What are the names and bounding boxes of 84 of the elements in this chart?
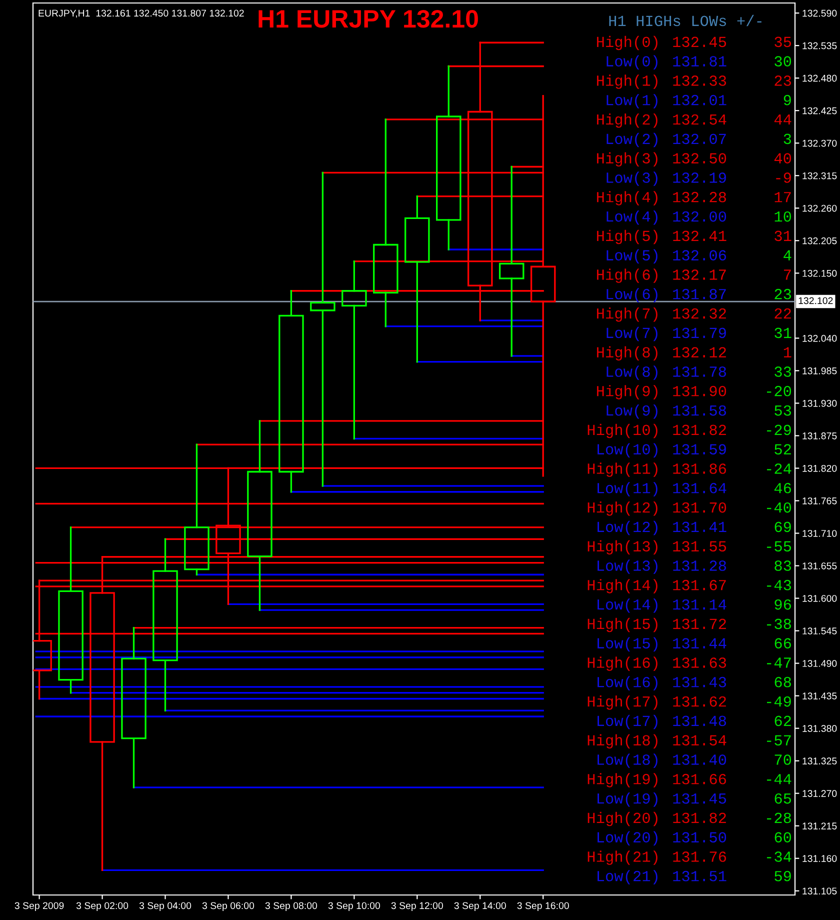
annotation: H1 HIGHs LOWs +/- — [609, 14, 762, 26]
x-tick-label: 3 Sep 12:00 — [391, 902, 443, 912]
y-tick-label: 132.150 — [802, 270, 837, 277]
text: High(21) 131.76 -34 — [588, 850, 792, 865]
text: High(20) 131.82 -28 — [588, 812, 791, 826]
y-tick-label: 131.435 — [802, 692, 837, 700]
x-tick-label: 3 Sep 06:00 — [202, 902, 254, 912]
y-tick-label: 131.380 — [802, 725, 837, 732]
text: High(9) 131.90 -20 — [597, 385, 792, 400]
text: High(8) 132.12 1 — [597, 346, 792, 361]
y-tick-label: 132.205 — [802, 237, 837, 244]
y-tick-label: 131.820 — [802, 464, 837, 472]
y-tick-label: 131.270 — [802, 790, 837, 797]
text: Low(2) 132.07 3 — [606, 132, 792, 148]
y-tick-label: 132.535 — [802, 42, 837, 50]
y-tick-label: 131.105 — [802, 888, 837, 894]
y-tick-label: 132.260 — [802, 204, 837, 212]
text: High(6) 132.17 7 — [597, 268, 791, 283]
y-tick-label: 131.490 — [802, 660, 837, 667]
y-tick-label: 131.765 — [802, 497, 837, 504]
y-tick-label: 132.370 — [802, 140, 837, 147]
y-tick-label: 131.215 — [802, 822, 837, 830]
y-tick-label: 131.325 — [802, 758, 837, 764]
text: High(16) 131.63 -47 — [588, 656, 791, 671]
text: High(4) 132.28 17 — [597, 191, 791, 206]
x-tick-label: 3 Sep 16:00 — [517, 902, 569, 912]
text: Low(5) 132.06 4 — [606, 249, 792, 264]
text: High(0) 132.45 35 — [597, 36, 792, 50]
text: Low(13) 131.28 83 — [598, 560, 792, 574]
y-tick-label: 131.985 — [802, 367, 837, 374]
ref-line-label: 132.102 — [798, 297, 833, 304]
text: High(15) 131.72 -38 — [588, 618, 791, 632]
text: Low(11) 131.64 46 — [598, 482, 792, 496]
y-tick-label: 131.875 — [802, 432, 837, 440]
text: High(3) 132.50 40 — [597, 152, 792, 167]
text: Low(19) 131.45 65 — [598, 792, 792, 807]
text: Low(10) 131.59 52 — [598, 443, 791, 458]
text: High(1) 132.33 23 — [597, 74, 792, 89]
text: High(13) 131.55 -55 — [588, 540, 792, 555]
text: Low(0) 131.81 30 — [606, 55, 792, 70]
y-tick-label: 132.425 — [802, 107, 837, 114]
text: Low(16) 131.43 68 — [598, 676, 791, 690]
y-tick-label: 131.160 — [802, 855, 837, 862]
text: High(5) 132.41 31 — [597, 230, 792, 244]
x-tick-label: 3 Sep 10:00 — [328, 902, 380, 912]
y-tick-label: 131.930 — [802, 400, 837, 407]
text: Low(21) 131.51 59 — [598, 870, 791, 884]
text: Low(20) 131.50 60 — [598, 831, 792, 846]
x-tick-label: 3 Sep 2009 — [14, 902, 64, 912]
text: EURJPY,H1 132.161 132.450 131.807 132.102 — [38, 10, 244, 18]
y-tick-label: 132.590 — [802, 10, 837, 17]
text: High(18) 131.54 -57 — [588, 734, 791, 749]
x-tick-label: 3 Sep 04:00 — [139, 902, 192, 912]
x-tick-label: 3 Sep 14:00 — [454, 902, 506, 912]
text: High(2) 132.54 44 — [597, 113, 792, 128]
text: Low(14) 131.14 96 — [598, 598, 792, 613]
text: Low(4) 132.00 10 — [606, 210, 792, 225]
text: Low(15) 131.44 66 — [598, 637, 792, 652]
text: High(14) 131.67 -43 — [588, 579, 792, 594]
y-tick-label: 132.040 — [802, 334, 837, 342]
text: Low(1) 132.01 9 — [606, 94, 791, 108]
text: High(12) 131.70 -40 — [588, 501, 792, 516]
x-tick-label: 3 Sep 02:00 — [76, 902, 128, 912]
text: High(17) 131.62 -49 — [588, 695, 791, 710]
y-tick-label: 131.710 — [802, 530, 837, 537]
text: Low(3) 132.19 -9 — [606, 172, 791, 186]
text: Low(18) 131.40 70 — [598, 754, 792, 768]
text: High(10) 131.82 -29 — [588, 424, 791, 438]
chart-title: H1 EURJPY 132.10 — [258, 10, 478, 28]
text: High(19) 131.66 -44 — [588, 773, 792, 788]
y-tick-label: 131.600 — [802, 594, 837, 602]
text: High(7) 132.32 22 — [597, 307, 791, 322]
text: High(11) 131.86 -24 — [588, 462, 792, 477]
x-tick-label: 3 Sep 08:00 — [265, 902, 318, 912]
text: Low(7) 131.79 31 — [606, 326, 792, 342]
y-tick-label: 131.545 — [802, 628, 837, 634]
text: Low(17) 131.48 62 — [598, 714, 791, 730]
y-tick-label: 132.315 — [802, 172, 837, 180]
text: Low(12) 131.41 69 — [598, 520, 791, 536]
text: Low(8) 131.78 33 — [606, 366, 792, 380]
text: Low(6) 131.87 23 — [606, 288, 792, 302]
y-tick-label: 131.655 — [802, 562, 837, 570]
text: Low(9) 131.58 53 — [606, 404, 792, 419]
y-tick-label: 132.480 — [802, 74, 837, 82]
